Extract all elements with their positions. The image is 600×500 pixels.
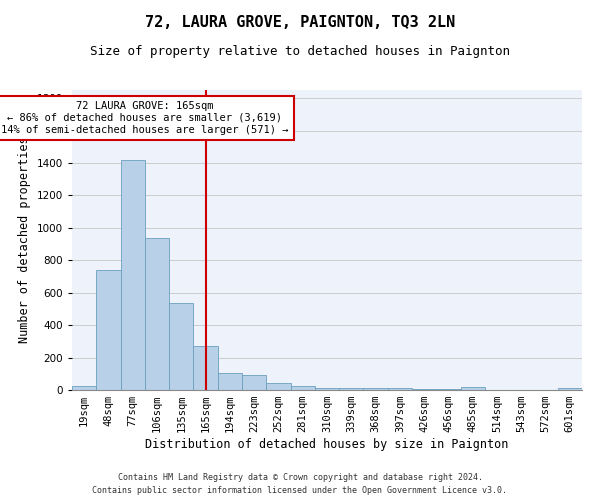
Bar: [436, 389, 461, 390]
Bar: [193, 346, 218, 390]
Bar: [364, 388, 388, 390]
Bar: [121, 160, 145, 390]
Bar: [461, 387, 485, 390]
Y-axis label: Number of detached properties: Number of detached properties: [18, 136, 31, 344]
Text: 72, LAURA GROVE, PAIGNTON, TQ3 2LN: 72, LAURA GROVE, PAIGNTON, TQ3 2LN: [145, 15, 455, 30]
Bar: [388, 388, 412, 390]
Bar: [72, 386, 96, 390]
Bar: [266, 383, 290, 390]
Bar: [96, 270, 121, 390]
Text: Size of property relative to detached houses in Paignton: Size of property relative to detached ho…: [90, 45, 510, 58]
Bar: [218, 373, 242, 390]
Bar: [145, 238, 169, 390]
Bar: [558, 388, 582, 390]
X-axis label: Distribution of detached houses by size in Paignton: Distribution of detached houses by size …: [145, 438, 509, 451]
Text: 72 LAURA GROVE: 165sqm
← 86% of detached houses are smaller (3,619)
14% of semi-: 72 LAURA GROVE: 165sqm ← 86% of detached…: [1, 102, 289, 134]
Bar: [412, 388, 436, 390]
Bar: [242, 375, 266, 390]
Text: Contains HM Land Registry data © Crown copyright and database right 2024.: Contains HM Land Registry data © Crown c…: [118, 472, 482, 482]
Bar: [290, 386, 315, 390]
Bar: [339, 388, 364, 390]
Bar: [315, 388, 339, 390]
Text: Contains public sector information licensed under the Open Government Licence v3: Contains public sector information licen…: [92, 486, 508, 495]
Bar: [169, 303, 193, 390]
